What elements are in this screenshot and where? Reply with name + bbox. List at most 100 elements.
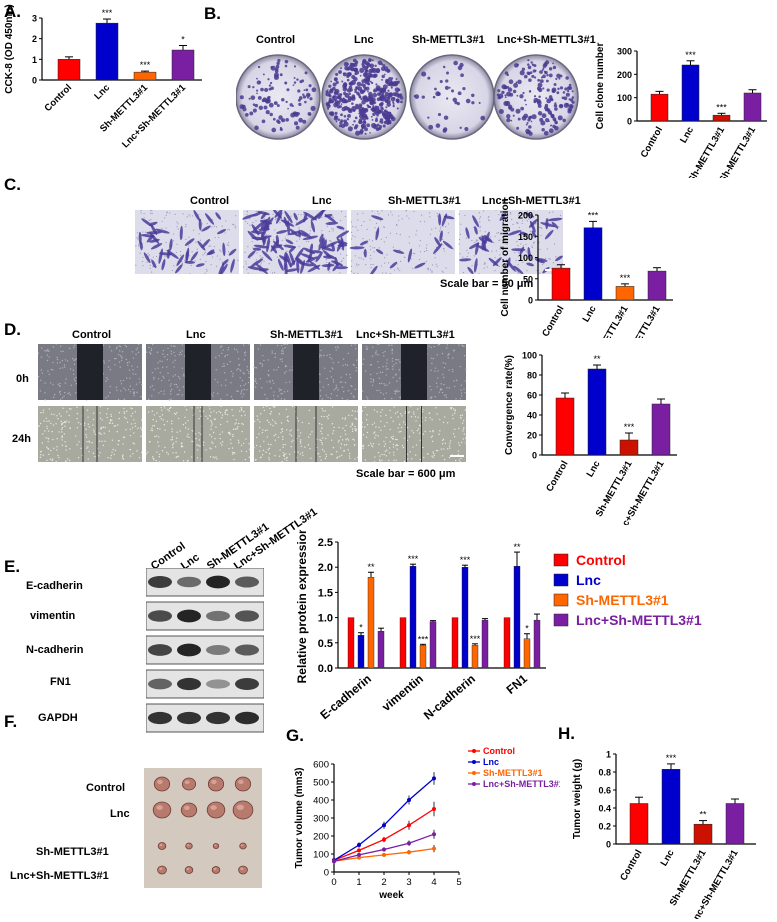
- cell-speck: [61, 439, 63, 441]
- membrane-pore: [245, 263, 247, 265]
- cell-speck: [215, 426, 217, 428]
- cell-speck: [38, 375, 40, 378]
- cell-speck: [404, 423, 407, 425]
- cell-speck: [399, 396, 401, 399]
- cell-speck: [300, 439, 302, 441]
- cell-speck: [47, 438, 50, 440]
- cell-speck: [377, 435, 379, 437]
- cell-speck: [116, 430, 118, 433]
- cell-speck: [453, 385, 456, 388]
- migrated-cell: [270, 245, 278, 254]
- y-tick-label: 400: [313, 796, 329, 807]
- colony-dot: [263, 105, 268, 110]
- membrane-pore: [395, 232, 398, 235]
- migrated-cell: [349, 246, 365, 250]
- colony-dot: [546, 74, 549, 77]
- colony-dot: [541, 113, 547, 119]
- cell-speck: [85, 428, 87, 431]
- colony-dot: [311, 87, 317, 93]
- cell-speck: [443, 367, 446, 369]
- colony-dot: [339, 93, 343, 96]
- colony-dot: [552, 65, 557, 70]
- membrane-pore: [419, 240, 421, 242]
- cell-speck: [331, 406, 334, 408]
- cell-speck: [362, 434, 365, 436]
- membrane-pore: [221, 225, 223, 227]
- cell-speck: [212, 456, 214, 458]
- cell-speck: [113, 453, 115, 456]
- x-tick-label: Lnc: [659, 848, 677, 868]
- membrane-pore: [545, 257, 547, 259]
- cell-speck: [429, 430, 431, 433]
- cell-speck: [353, 364, 356, 367]
- membrane-pore: [389, 272, 392, 274]
- cell-speck: [442, 438, 445, 441]
- colony-dot: [506, 91, 512, 97]
- colony-dot: [435, 123, 441, 128]
- significance-label: ***: [470, 634, 481, 644]
- cell-speck: [275, 422, 277, 425]
- cell-speck: [163, 393, 165, 395]
- cell-speck: [253, 380, 256, 382]
- cell-speck: [391, 360, 394, 362]
- colony-dot: [328, 94, 331, 97]
- cell-speck: [273, 369, 275, 371]
- membrane-pore: [423, 221, 426, 223]
- cell-speck: [372, 346, 374, 349]
- cell-speck: [332, 446, 335, 449]
- membrane-pore: [385, 272, 387, 274]
- cell-speck: [362, 445, 364, 448]
- blot-band: [148, 644, 172, 656]
- cell-speck: [117, 353, 120, 356]
- cell-speck: [278, 413, 281, 415]
- membrane-pore: [522, 261, 524, 264]
- cell-speck: [284, 443, 286, 446]
- membrane-pore: [343, 229, 345, 231]
- cell-speck: [105, 380, 107, 382]
- cell-speck: [270, 387, 272, 389]
- colony-dot: [383, 95, 388, 100]
- y-tick-label: 0.8: [598, 768, 611, 778]
- membrane-pore: [331, 228, 333, 230]
- cell-speck: [408, 411, 410, 413]
- cell-speck: [261, 431, 264, 434]
- cell-speck: [130, 423, 133, 425]
- y-tick-label: 60: [527, 391, 537, 401]
- colony-dot: [261, 119, 266, 124]
- membrane-pore: [176, 226, 178, 228]
- cell-speck: [102, 444, 105, 447]
- colony-dot: [388, 111, 392, 115]
- membrane-pore: [363, 220, 365, 223]
- membrane-pore: [393, 269, 396, 271]
- cell-speck: [130, 407, 132, 409]
- colony-dot: [302, 93, 305, 96]
- cell-speck: [230, 382, 232, 384]
- cell-speck: [132, 442, 134, 444]
- cell-speck: [44, 399, 47, 401]
- membrane-pore: [495, 210, 497, 211]
- cell-speck: [231, 375, 234, 377]
- membrane-pore: [321, 233, 323, 235]
- migrated-cell: [303, 212, 308, 223]
- colony-dot: [545, 118, 550, 123]
- membrane-pore: [172, 233, 175, 235]
- membrane-pore: [147, 255, 150, 257]
- cell-speck: [430, 389, 432, 391]
- data-point: [357, 843, 361, 847]
- colony-dot: [353, 120, 356, 123]
- cell-speck: [266, 429, 268, 431]
- colony-dot: [346, 117, 350, 121]
- migrated-cell: [300, 229, 312, 239]
- migrated-cell: [375, 227, 380, 241]
- cell-speck: [61, 397, 64, 399]
- cell-speck: [151, 385, 154, 387]
- cell-speck: [366, 396, 368, 398]
- cell-speck: [320, 459, 322, 461]
- cell-speck: [366, 414, 368, 416]
- cell-speck: [266, 405, 268, 407]
- colony-dot: [366, 117, 369, 120]
- cell-speck: [121, 351, 124, 353]
- cell-speck: [171, 431, 173, 433]
- cell-speck: [258, 433, 260, 435]
- colony-dot: [427, 76, 431, 80]
